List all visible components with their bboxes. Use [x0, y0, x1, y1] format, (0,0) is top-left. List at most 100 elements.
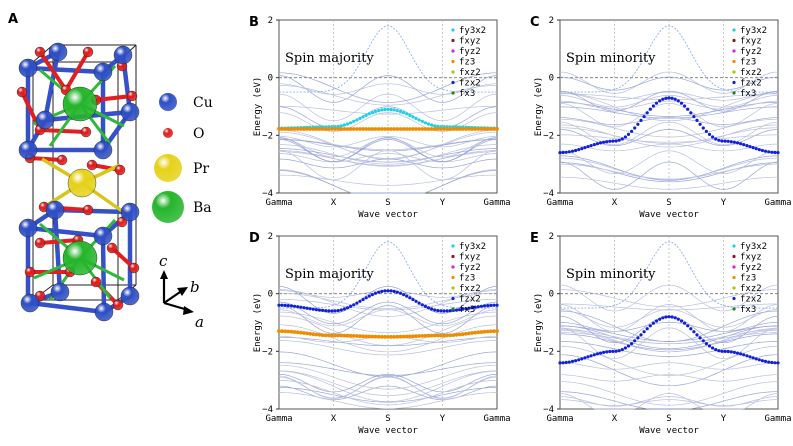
legend-marker — [451, 275, 455, 280]
band-point — [383, 127, 387, 131]
legend-marker — [732, 254, 736, 259]
legend-label: fzx2 — [740, 79, 762, 89]
band-line — [559, 321, 779, 332]
band-point — [670, 315, 674, 319]
copper-atom — [48, 42, 68, 62]
band-point — [639, 333, 643, 337]
legend-marker — [451, 49, 455, 53]
band-point — [767, 360, 771, 364]
band-point — [345, 122, 350, 126]
band-point — [389, 335, 393, 339]
a-axis-label: a — [195, 313, 204, 331]
band-point — [358, 116, 362, 120]
band-point — [308, 331, 312, 336]
band-point — [583, 146, 587, 150]
y-axis-label: Energy (eV) — [534, 77, 544, 137]
band-point — [623, 135, 628, 139]
band-point — [598, 141, 603, 145]
band-line — [278, 150, 498, 181]
band-point — [692, 330, 696, 334]
band-point — [336, 124, 340, 128]
panel-letter-a: A — [8, 12, 18, 27]
band-point — [414, 127, 418, 131]
band-point — [654, 319, 659, 323]
band-point — [286, 329, 291, 334]
band-point — [723, 349, 727, 353]
band-point — [348, 333, 353, 338]
band-line — [278, 301, 498, 325]
band-point — [454, 127, 459, 131]
band-point — [305, 127, 309, 131]
band-point — [351, 334, 356, 338]
band-line — [559, 90, 779, 112]
band-point — [314, 308, 318, 312]
legend-label: fy3x2 — [740, 242, 767, 252]
band-line — [559, 71, 779, 94]
band-point — [405, 112, 409, 116]
x-tick-label: Gamma — [483, 414, 510, 424]
copper-atom — [93, 62, 113, 82]
band-point — [373, 334, 378, 339]
copper-atom — [93, 140, 113, 160]
band-point — [448, 127, 453, 131]
band-point — [773, 361, 777, 365]
band-point — [404, 334, 409, 339]
x-tick-label: Y — [721, 198, 727, 208]
band-point — [370, 111, 374, 115]
band-point — [748, 145, 752, 149]
y-tick-label: −2 — [262, 347, 273, 357]
band-point — [286, 127, 291, 131]
band-point — [432, 127, 437, 131]
band-point — [670, 96, 674, 100]
band-point — [326, 333, 331, 338]
band-point — [423, 121, 427, 125]
band-point — [614, 349, 618, 353]
band-point — [485, 127, 490, 131]
legend-marker — [732, 38, 736, 43]
band-point — [745, 354, 749, 358]
band-point — [686, 324, 690, 328]
band-point — [323, 333, 328, 338]
band-line — [278, 170, 498, 194]
band-line — [278, 309, 498, 327]
band-point — [370, 334, 375, 339]
band-point — [763, 359, 768, 363]
band-point — [636, 336, 640, 340]
x-axis-label: Wave vector — [639, 426, 699, 436]
legend-marker — [732, 91, 736, 95]
band-point — [302, 127, 306, 131]
band-point — [704, 342, 709, 346]
legend-marker — [451, 59, 455, 64]
band-point — [757, 358, 761, 362]
band-point — [423, 333, 428, 338]
band-point — [605, 350, 609, 354]
band-point — [479, 304, 483, 308]
band-point — [324, 309, 328, 313]
legend-marker — [732, 49, 736, 53]
panel-title: Spin majority — [285, 267, 374, 282]
band-point — [445, 309, 449, 313]
band-point — [714, 137, 718, 141]
band-point — [376, 334, 381, 339]
band-point — [436, 124, 440, 128]
band-point — [648, 324, 652, 328]
band-point — [492, 329, 496, 334]
band-point — [339, 127, 344, 131]
oxygen-atom — [106, 242, 118, 254]
band-point — [383, 289, 387, 293]
band-point — [645, 111, 649, 115]
band-point — [402, 111, 406, 115]
legend-label: fxz2 — [459, 68, 481, 78]
band-point — [280, 303, 284, 307]
band-point — [464, 331, 468, 336]
y-tick-label: 2 — [268, 16, 273, 26]
band-point — [683, 321, 687, 325]
band-line — [560, 391, 778, 410]
band-point — [495, 303, 499, 307]
y-tick-label: −2 — [543, 131, 554, 141]
b-axis-label: b — [190, 278, 200, 296]
band-line — [559, 124, 779, 148]
band-point — [345, 333, 350, 338]
band-line — [278, 375, 498, 400]
